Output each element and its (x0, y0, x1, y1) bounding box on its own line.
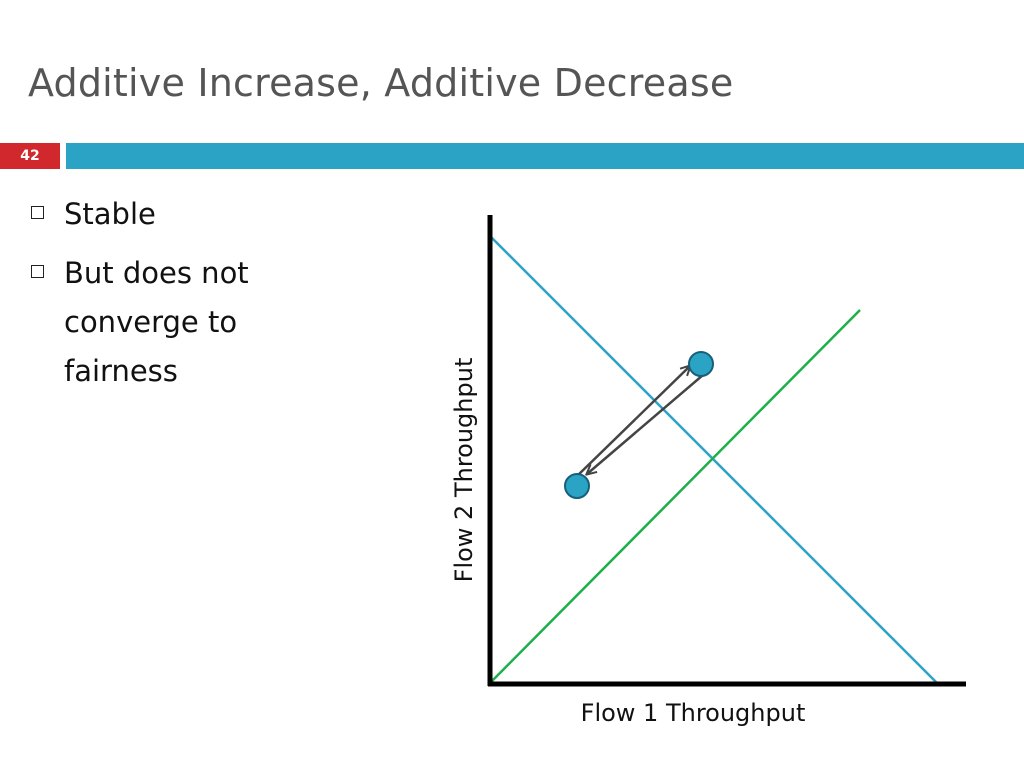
state-point-upper (688, 351, 714, 377)
increase-arrow (574, 366, 690, 479)
efficiency-line (489, 235, 938, 684)
bullet-list: Stable But does not converge to fairness (28, 190, 308, 406)
hollow-square-bullet-icon (31, 206, 44, 219)
bullet-text: Stable (64, 197, 156, 231)
decrease-arrow (587, 374, 704, 474)
x-axis-label: Flow 1 Throughput (581, 699, 806, 727)
bullet-item-no-fairness: But does not converge to fairness (28, 249, 308, 396)
slide-title: Additive Increase, Additive Decrease (28, 61, 734, 105)
state-point-lower (564, 473, 590, 499)
hollow-square-bullet-icon (31, 265, 44, 278)
bullet-text: But does not converge to fairness (64, 256, 249, 388)
slide-number-badge: 42 (0, 143, 60, 169)
title-accent-bar (66, 143, 1024, 169)
y-axis-label: Flow 2 Throughput (450, 358, 478, 583)
fairness-line (489, 309, 861, 684)
bullet-item-stable: Stable (28, 190, 308, 239)
